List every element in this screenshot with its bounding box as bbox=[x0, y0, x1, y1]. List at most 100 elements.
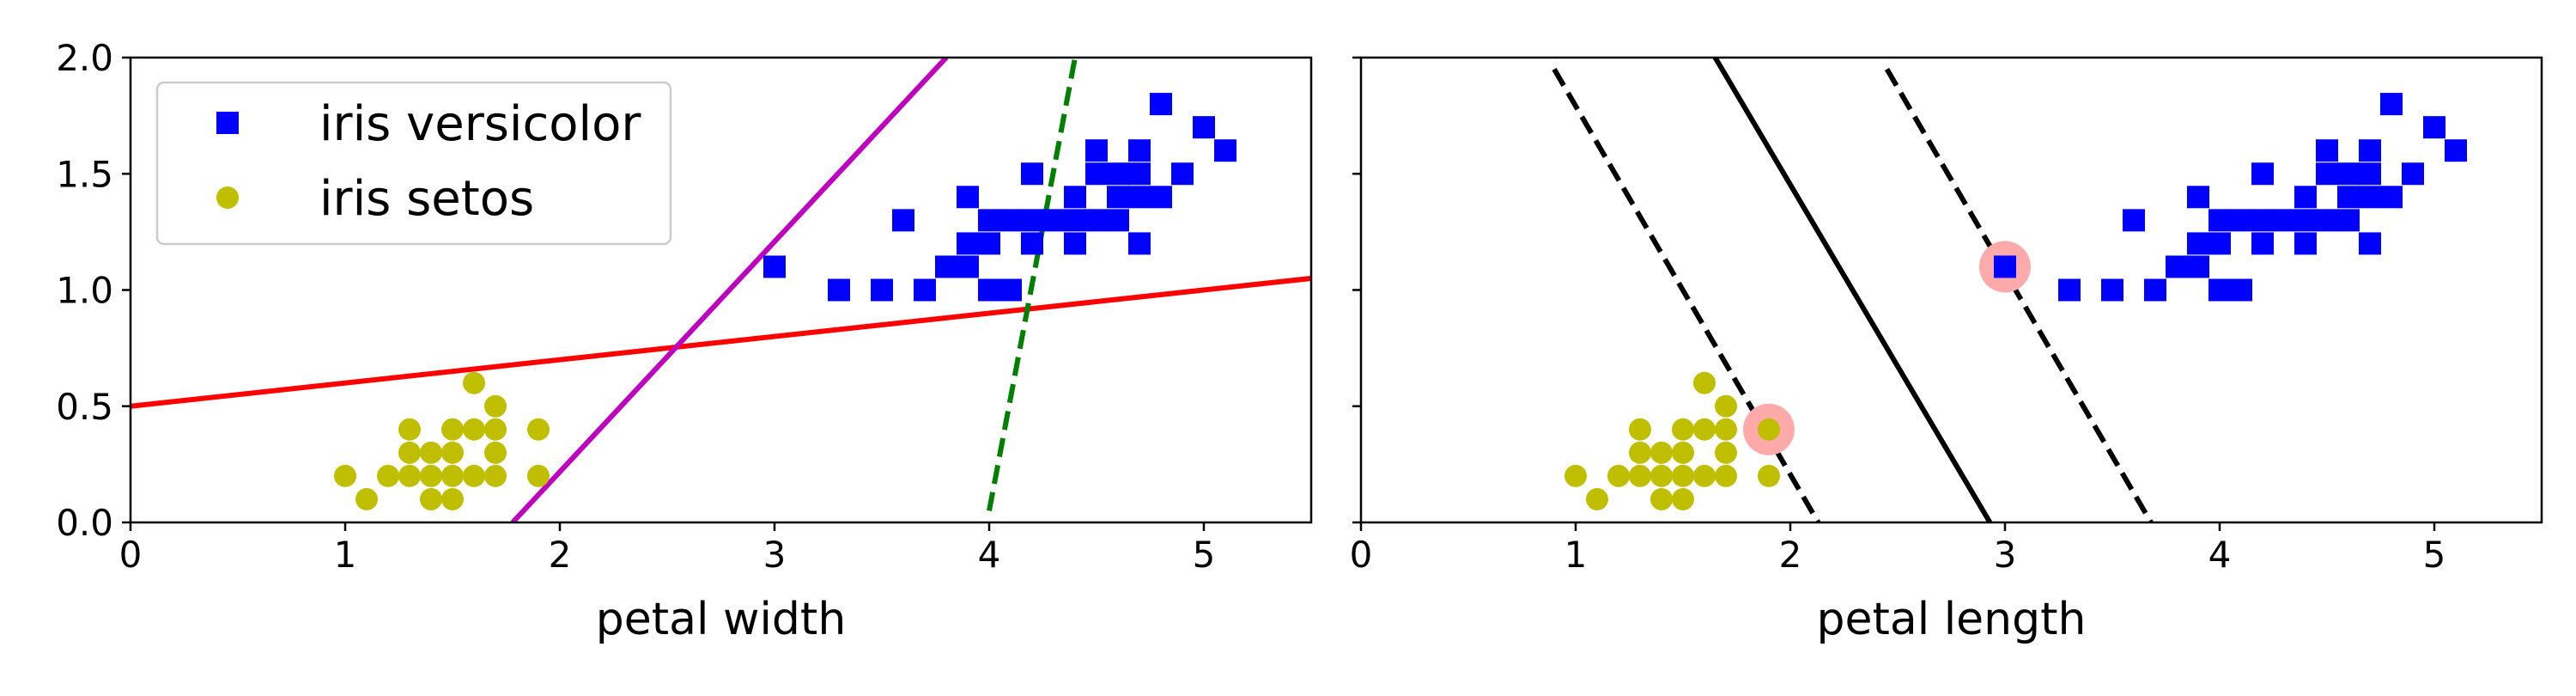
versicolor-point bbox=[1085, 162, 1108, 186]
setosa-point bbox=[1715, 464, 1737, 487]
setosa-point bbox=[1715, 418, 1737, 441]
setosa-point bbox=[1650, 464, 1673, 487]
versicolor-point bbox=[1064, 186, 1086, 209]
y-tick-label: 1.0 bbox=[56, 270, 113, 312]
versicolor-point bbox=[957, 255, 979, 278]
setosa-point bbox=[527, 418, 550, 441]
setosa-point bbox=[1693, 371, 1716, 394]
versicolor-point bbox=[1128, 186, 1151, 209]
versicolor-point bbox=[1021, 209, 1043, 232]
versicolor-point bbox=[1128, 139, 1151, 162]
decision-line-3 bbox=[987, 58, 1078, 512]
setosa-point bbox=[1758, 418, 1780, 441]
x-tick-label: 4 bbox=[2208, 534, 2232, 576]
setosa-point bbox=[420, 441, 442, 464]
x-tick-label: 1 bbox=[334, 534, 357, 576]
versicolor-point bbox=[2058, 278, 2081, 302]
versicolor-point bbox=[2359, 139, 2381, 162]
versicolor-point bbox=[1107, 186, 1129, 209]
setosa-point bbox=[484, 441, 507, 464]
decision-line-1 bbox=[131, 275, 1311, 409]
x-tick-label: 5 bbox=[2423, 534, 2446, 576]
x-tick-label: 4 bbox=[978, 534, 1001, 576]
versicolor-point bbox=[2423, 116, 2445, 139]
versicolor-point bbox=[2187, 186, 2209, 209]
versicolor-point bbox=[2230, 278, 2252, 302]
x-tick-label: 0 bbox=[119, 534, 143, 576]
versicolor-point bbox=[2316, 209, 2338, 232]
setosa-point bbox=[463, 371, 485, 394]
y-tick-label: 0.5 bbox=[56, 386, 113, 428]
versicolor-point bbox=[2144, 278, 2166, 302]
versicolor-point bbox=[2359, 162, 2381, 186]
versicolor-point bbox=[999, 278, 1022, 302]
versicolor-point bbox=[2337, 186, 2360, 209]
versicolor-point bbox=[957, 232, 979, 255]
setosa-point bbox=[441, 464, 464, 487]
setosa-point bbox=[1672, 464, 1694, 487]
x-tick-label: 3 bbox=[763, 534, 787, 576]
decision-line-3 bbox=[1884, 68, 2154, 522]
chart-panel-1: 0 1 2 3 4 5 0.0 0.5 1.0 1.5 2.0 petal width iris ver… bbox=[56, 37, 1313, 645]
x-tick-label: 2 bbox=[549, 534, 572, 576]
versicolor-point bbox=[935, 255, 957, 278]
versicolor-point bbox=[1021, 232, 1043, 255]
versicolor-point bbox=[2294, 186, 2317, 209]
setosa-point bbox=[1672, 418, 1694, 441]
setosa-point bbox=[398, 464, 421, 487]
versicolor-point bbox=[2251, 232, 2274, 255]
setosa-point bbox=[1672, 441, 1694, 464]
versicolor-point bbox=[1994, 255, 2016, 278]
versicolor-point bbox=[1214, 139, 1236, 162]
versicolor-point bbox=[978, 209, 1000, 232]
versicolor-point bbox=[2123, 209, 2145, 232]
setosa-point bbox=[1586, 487, 1608, 510]
versicolor-point bbox=[871, 278, 893, 302]
versicolor-point bbox=[2359, 186, 2381, 209]
setosa-point bbox=[1693, 418, 1716, 441]
x-axis-label: petal length bbox=[1817, 594, 2087, 645]
legend-label: iris versicolor bbox=[319, 96, 641, 152]
setosa-point bbox=[441, 418, 464, 441]
versicolor-point bbox=[1042, 209, 1065, 232]
versicolor-point bbox=[2380, 93, 2403, 116]
plot-area bbox=[131, 58, 1311, 522]
versicolor-point bbox=[828, 278, 850, 302]
setosa-point bbox=[441, 441, 464, 464]
versicolor-point bbox=[1107, 162, 1129, 186]
versicolor-point bbox=[2316, 162, 2338, 186]
versicolor-point bbox=[2294, 209, 2317, 232]
setosa-point bbox=[484, 464, 507, 487]
versicolor-point bbox=[914, 278, 936, 302]
setosa-point bbox=[527, 464, 550, 487]
x-axis-label: petal width bbox=[596, 594, 847, 645]
setosa-point bbox=[420, 487, 442, 510]
versicolor-point bbox=[999, 209, 1022, 232]
versicolor-point bbox=[2273, 209, 2295, 232]
setosa-point bbox=[1715, 394, 1737, 418]
x-tick-label: 2 bbox=[1779, 534, 1802, 576]
setosa-point bbox=[1629, 418, 1651, 441]
plot-area bbox=[1552, 58, 2467, 522]
chart-panel-2: 0 1 2 3 4 5 petal length bbox=[1350, 56, 2543, 645]
versicolor-point bbox=[2208, 209, 2231, 232]
setosa-point bbox=[1693, 464, 1716, 487]
versicolor-point bbox=[2187, 232, 2209, 255]
versicolor-point bbox=[1064, 232, 1086, 255]
setosa-point bbox=[1758, 464, 1780, 487]
setosa-point bbox=[334, 464, 356, 487]
versicolor-point bbox=[2251, 162, 2274, 186]
setosa-point bbox=[484, 418, 507, 441]
versicolor-point bbox=[2294, 232, 2317, 255]
y-tick-label: 0.0 bbox=[56, 502, 113, 544]
versicolor-point bbox=[1150, 93, 1172, 116]
versicolor-point bbox=[1107, 209, 1129, 232]
decision-line-2 bbox=[510, 58, 949, 522]
setosa-point bbox=[484, 394, 507, 418]
versicolor-point bbox=[2208, 278, 2231, 302]
versicolor-point bbox=[2337, 162, 2360, 186]
versicolor-point bbox=[1128, 232, 1151, 255]
versicolor-point bbox=[978, 278, 1000, 302]
versicolor-point bbox=[1193, 116, 1215, 139]
